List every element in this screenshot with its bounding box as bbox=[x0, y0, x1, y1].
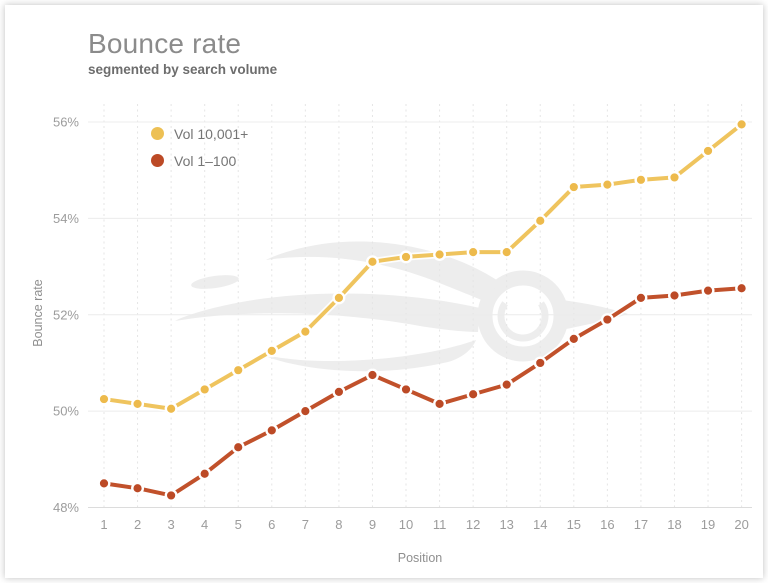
data-point bbox=[433, 397, 447, 411]
svg-text:6: 6 bbox=[268, 517, 275, 532]
data-point bbox=[735, 117, 749, 131]
plot-area: 48%50%52%54%56%1 2 3 4 5 6 7 8 9 10 11 12 13 14 15 16 17… bbox=[53, 104, 752, 532]
legend-dot-icon bbox=[151, 127, 164, 140]
svg-text:7: 7 bbox=[302, 517, 309, 532]
legend-label: Vol 1–100 bbox=[174, 152, 237, 169]
chart-header: Bounce rate segmented by search volume bbox=[88, 28, 277, 78]
svg-text:8: 8 bbox=[335, 517, 342, 532]
data-point bbox=[198, 467, 212, 481]
svg-text:50%: 50% bbox=[53, 404, 79, 419]
data-point bbox=[701, 284, 715, 298]
data-point bbox=[164, 402, 178, 416]
x-gridlines bbox=[103, 104, 743, 508]
legend-label: Vol 10,001+ bbox=[174, 125, 249, 142]
data-point bbox=[433, 248, 447, 262]
y-axis-title: Bounce rate bbox=[31, 279, 45, 347]
svg-text:13: 13 bbox=[499, 517, 513, 532]
data-point bbox=[533, 214, 547, 228]
svg-text:2: 2 bbox=[134, 517, 141, 532]
data-point bbox=[500, 245, 514, 259]
data-point bbox=[667, 170, 681, 184]
legend: Vol 10,001+ Vol 1–100 bbox=[151, 120, 248, 174]
data-point bbox=[600, 313, 614, 327]
data-point bbox=[466, 387, 480, 401]
data-point bbox=[265, 423, 279, 437]
svg-text:48%: 48% bbox=[53, 500, 79, 515]
data-point bbox=[567, 180, 581, 194]
svg-text:16: 16 bbox=[600, 517, 614, 532]
svg-text:1: 1 bbox=[100, 517, 107, 532]
legend-item: Vol 1–100 bbox=[151, 147, 248, 174]
svg-text:12: 12 bbox=[466, 517, 480, 532]
svg-text:54%: 54% bbox=[53, 211, 79, 226]
data-point bbox=[298, 404, 312, 418]
data-point bbox=[97, 476, 111, 490]
series-Vol 10,001+ bbox=[97, 117, 749, 416]
data-point bbox=[131, 397, 145, 411]
data-point bbox=[500, 378, 514, 392]
data-point bbox=[365, 368, 379, 382]
data-point bbox=[231, 363, 245, 377]
svg-text:56%: 56% bbox=[53, 115, 79, 130]
svg-text:18: 18 bbox=[667, 517, 681, 532]
data-point bbox=[667, 288, 681, 302]
data-point bbox=[466, 245, 480, 259]
svg-text:15: 15 bbox=[567, 517, 581, 532]
data-point bbox=[365, 255, 379, 269]
svg-text:9: 9 bbox=[369, 517, 376, 532]
svg-text:52%: 52% bbox=[53, 307, 79, 322]
data-point bbox=[332, 291, 346, 305]
data-point bbox=[634, 291, 648, 305]
svg-text:5: 5 bbox=[235, 517, 242, 532]
svg-text:11: 11 bbox=[433, 517, 447, 532]
chart-title: Bounce rate bbox=[88, 28, 242, 59]
svg-text:10: 10 bbox=[399, 517, 413, 532]
data-point bbox=[533, 356, 547, 370]
data-point bbox=[164, 488, 178, 502]
data-point bbox=[399, 382, 413, 396]
series-Vol 1–100 bbox=[97, 281, 749, 502]
chart-subtitle: segmented by search volume bbox=[88, 62, 278, 77]
x-axis-title: Position bbox=[397, 551, 443, 565]
svg-text:3: 3 bbox=[167, 517, 174, 532]
data-point bbox=[198, 382, 212, 396]
svg-text:14: 14 bbox=[533, 517, 547, 532]
data-point bbox=[97, 392, 111, 406]
data-point bbox=[399, 250, 413, 264]
data-point bbox=[231, 440, 245, 454]
x-tick-labels: 1 2 3 4 5 6 7 8 9 10 11 12 13 14 15 16 17 18 19 20 bbox=[100, 517, 748, 532]
svg-text:17: 17 bbox=[634, 517, 648, 532]
svg-text:4: 4 bbox=[201, 517, 208, 532]
legend-item: Vol 10,001+ bbox=[151, 120, 248, 147]
svg-text:20: 20 bbox=[734, 517, 748, 532]
data-point bbox=[600, 178, 614, 192]
data-point bbox=[265, 344, 279, 358]
data-point bbox=[735, 281, 749, 295]
data-point bbox=[131, 481, 145, 495]
y-gridlines bbox=[88, 121, 752, 508]
data-point bbox=[701, 144, 715, 158]
chart-card bbox=[5, 5, 763, 578]
data-point bbox=[567, 332, 581, 346]
y-tick-labels: 48% 50% 52% 54% 56% bbox=[53, 115, 79, 516]
legend-dot-icon bbox=[151, 154, 164, 167]
svg-text:19: 19 bbox=[701, 517, 715, 532]
data-point bbox=[298, 325, 312, 339]
data-point bbox=[332, 385, 346, 399]
data-point bbox=[634, 173, 648, 187]
